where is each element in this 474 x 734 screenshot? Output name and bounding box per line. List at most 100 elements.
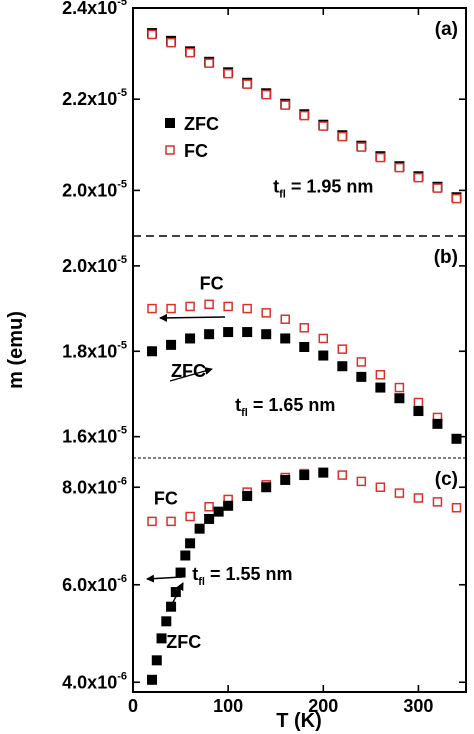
data-point (375, 370, 386, 380)
x-tick-label: 100 (213, 696, 243, 716)
data-point (147, 516, 157, 527)
y-tick-label: 2.0x10-5 (62, 254, 127, 276)
data-point (204, 299, 214, 310)
panel-label: (a) (435, 19, 458, 40)
data-point (185, 538, 196, 549)
series-label-fc: FC (200, 273, 224, 293)
x-tick-label: 300 (403, 696, 433, 716)
y-tick-label: 2.2x10-5 (62, 87, 127, 109)
data-point (280, 474, 291, 485)
data-point (451, 193, 462, 204)
data-point (280, 100, 290, 110)
y-tick-label: 6.0x10-6 (62, 573, 127, 595)
legend-marker (165, 145, 175, 155)
data-point (242, 491, 253, 502)
data-point (194, 523, 205, 534)
data-point (337, 131, 348, 142)
data-point (223, 301, 233, 312)
panel-label: (b) (434, 247, 458, 268)
y-tick-label: 2.4x10-5 (62, 0, 127, 18)
legend-label: FC (184, 141, 208, 161)
data-point (280, 333, 291, 344)
data-point (356, 476, 367, 487)
data-point (413, 397, 424, 408)
data-point (394, 382, 405, 393)
legend: ZFC FC (165, 114, 219, 161)
y-axis-label: m (emu) (5, 311, 27, 389)
y-tick-label: 4.0x10-6 (62, 670, 127, 692)
plot-frame (132, 7, 467, 693)
data-point (451, 433, 462, 444)
data-point (337, 344, 348, 354)
data-point (151, 655, 162, 666)
data-point (175, 567, 186, 578)
data-point (156, 633, 167, 644)
series-zfc (147, 327, 462, 444)
data-point (356, 142, 367, 152)
data-point (185, 333, 196, 344)
data-point (161, 616, 172, 627)
direction-arrow (169, 367, 213, 382)
data-point (261, 329, 272, 340)
data-point (204, 58, 214, 68)
legend-label: ZFC (184, 114, 219, 134)
data-point (223, 68, 233, 79)
data-point (280, 314, 290, 324)
data-point (432, 418, 443, 429)
x-axis-label: T (K) (276, 710, 322, 732)
data-point (185, 511, 195, 522)
data-point (318, 333, 329, 344)
data-point (337, 361, 348, 372)
data-point (413, 493, 424, 503)
data-point (432, 183, 443, 193)
y-tick-label: 1.8x10-5 (62, 339, 127, 361)
data-point (375, 482, 386, 492)
data-point (299, 110, 310, 121)
data-point (299, 323, 310, 333)
series-zfc (147, 467, 329, 685)
data-point (223, 500, 234, 511)
data-point (318, 121, 329, 131)
direction-arrow (159, 313, 226, 322)
data-point (242, 79, 252, 89)
data-point (166, 339, 177, 350)
data-point (166, 303, 176, 314)
data-point (185, 47, 195, 58)
data-point (375, 152, 386, 163)
thickness-annotation: tfl = 1.55 nm (192, 564, 292, 588)
panel-3: 4.0x10-6 6.0x10-6 8.0x10-6 (c) tfl = 1.55 nm… (62, 457, 466, 692)
direction-arrow (146, 574, 183, 583)
data-point (394, 488, 405, 498)
y-tick-label: 1.6x10-5 (62, 425, 127, 447)
series-label-fc: FC (154, 488, 178, 508)
data-point (223, 327, 234, 338)
data-point (356, 357, 367, 367)
panel-label: (c) (435, 469, 458, 490)
data-point (318, 350, 329, 361)
data-point (432, 497, 443, 507)
panel-1: 2.0x10-5 2.2x10-5 2.4x10-5 (a) tfl = 1.95 nm… (62, 0, 466, 204)
data-point (147, 674, 158, 685)
data-point (451, 502, 462, 513)
thickness-annotation: tfl = 1.65 nm (235, 395, 335, 419)
legend-marker (165, 118, 175, 128)
data-point (337, 470, 348, 480)
data-point (147, 29, 157, 40)
data-point (261, 482, 272, 493)
thickness-annotation: tfl = 1.95 nm (273, 177, 373, 201)
data-point (394, 162, 405, 173)
data-point (394, 393, 405, 404)
data-point (318, 467, 329, 478)
data-point (299, 342, 310, 352)
data-point (166, 516, 176, 527)
data-point (147, 346, 158, 357)
direction-arrow (170, 582, 184, 607)
y-tick-label: 8.0x10-6 (62, 475, 127, 497)
data-point (375, 382, 386, 393)
data-point (204, 513, 215, 524)
data-point (213, 506, 224, 517)
data-point (204, 329, 215, 340)
data-point (242, 327, 253, 338)
data-point (299, 470, 310, 481)
